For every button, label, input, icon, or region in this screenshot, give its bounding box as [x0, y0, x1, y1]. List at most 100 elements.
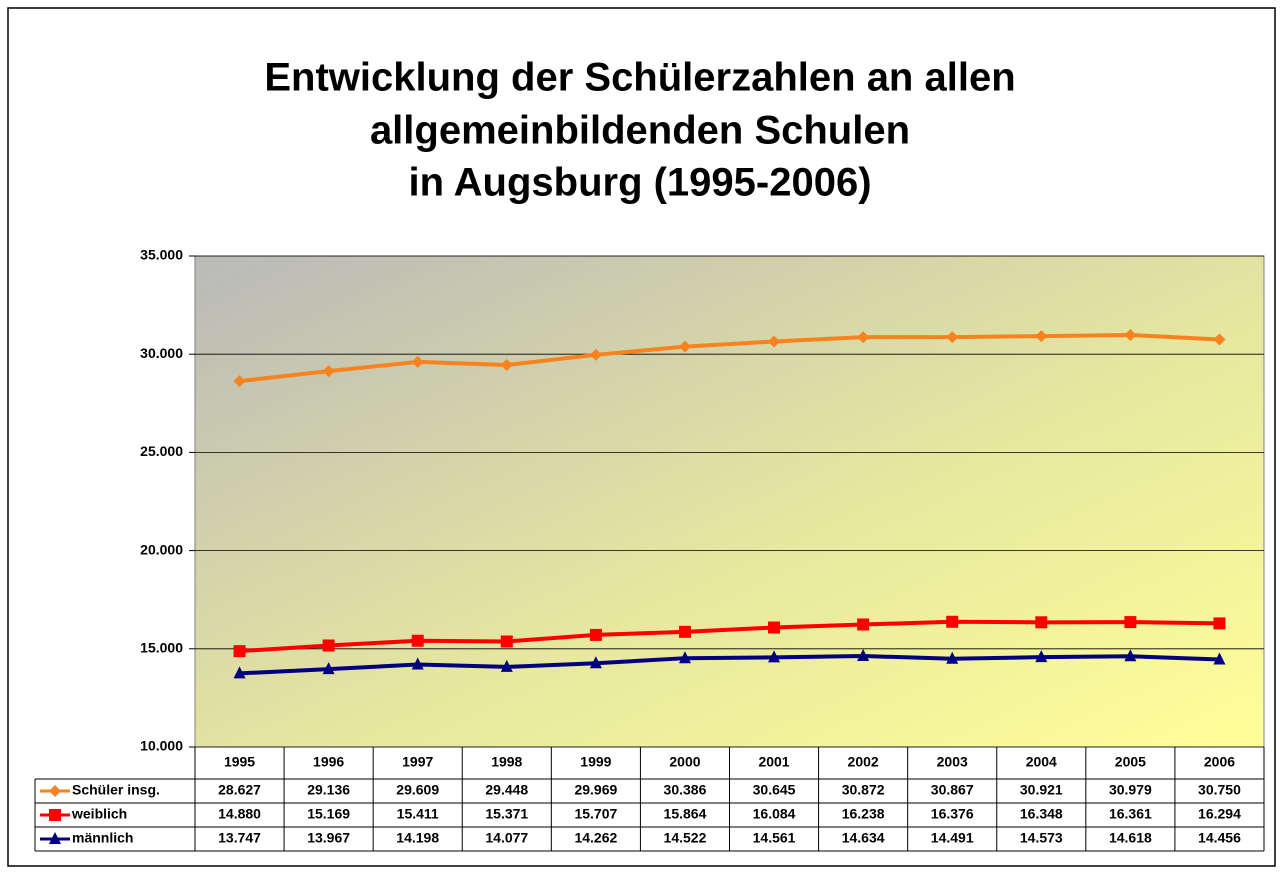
table-value: 30.867: [931, 782, 974, 798]
x-tick-label: 2000: [669, 754, 700, 770]
table-value: 16.361: [1109, 806, 1152, 822]
table-value: 14.618: [1109, 830, 1152, 846]
table-value: 14.456: [1198, 830, 1241, 846]
table-value: 28.627: [218, 782, 261, 798]
table-value: 13.747: [218, 830, 261, 846]
chart-title: Entwicklung der Schülerzahlen an allen: [264, 56, 1015, 100]
table-value: 15.371: [485, 806, 528, 822]
table-value: 15.707: [574, 806, 617, 822]
table-value: 15.411: [397, 806, 439, 822]
series-line: [239, 332, 1220, 384]
point: [768, 335, 781, 348]
point: [857, 618, 870, 631]
point: [322, 639, 335, 652]
y-tick-label: 30.000: [140, 345, 183, 361]
x-tick-label: 2002: [848, 754, 879, 770]
table-value: 30.645: [753, 782, 796, 798]
table-value: 30.979: [1109, 782, 1152, 798]
y-tick-label: 35.000: [140, 247, 183, 263]
point: [1213, 617, 1226, 630]
table-value: 29.609: [396, 782, 439, 798]
series-line: [239, 653, 1220, 676]
y-tick-label: 20.000: [140, 541, 183, 557]
y-tick-label: 25.000: [140, 443, 183, 459]
chart-title: allgemeinbildenden Schulen: [370, 109, 910, 153]
legend-marker: [49, 785, 61, 797]
series-line: [239, 619, 1220, 654]
table-value: 14.561: [753, 830, 796, 846]
table-value: 16.238: [842, 806, 885, 822]
plot-area: [194, 255, 1265, 748]
point: [857, 648, 870, 661]
point: [1035, 650, 1048, 663]
point: [1124, 616, 1137, 629]
point: [1035, 616, 1048, 629]
point: [589, 628, 602, 641]
point: [1035, 330, 1048, 343]
x-tick-label: 1997: [402, 754, 433, 770]
chart-title: in Augsburg (1995-2006): [408, 161, 871, 205]
table-value: 30.750: [1198, 782, 1241, 798]
point: [946, 615, 959, 628]
point: [322, 662, 335, 675]
x-tick-label: 1995: [224, 754, 255, 770]
table-value: 15.169: [307, 806, 350, 822]
point: [678, 340, 691, 353]
table-value: 16.294: [1198, 806, 1241, 822]
table-value: 15.864: [664, 806, 707, 822]
x-tick-label: 1999: [580, 754, 611, 770]
point: [768, 650, 781, 663]
x-tick-label: 1998: [491, 754, 522, 770]
point: [946, 331, 959, 344]
point: [589, 348, 602, 361]
table-value: 14.491: [931, 830, 974, 846]
point: [1213, 652, 1226, 665]
table-value: 14.522: [664, 830, 707, 846]
point: [411, 657, 424, 670]
point: [678, 625, 691, 638]
x-tick-label: 1996: [313, 754, 344, 770]
point: [500, 359, 513, 372]
point: [946, 651, 959, 664]
table-value: 30.921: [1020, 782, 1063, 798]
point: [1124, 649, 1137, 662]
table-value: 13.967: [307, 830, 350, 846]
point: [1124, 328, 1137, 341]
point: [678, 651, 691, 664]
x-tick-label: 2003: [937, 754, 968, 770]
table-value: 29.136: [307, 782, 350, 798]
point: [500, 659, 513, 672]
point: [411, 355, 424, 368]
y-tick-label: 15.000: [140, 640, 183, 656]
x-tick-label: 2005: [1115, 754, 1146, 770]
table-value: 14.634: [842, 830, 885, 846]
legend-label: Schüler insg.: [72, 782, 160, 798]
point: [1213, 333, 1226, 346]
legend-label: weiblich: [71, 806, 127, 822]
x-tick-label: 2004: [1026, 754, 1057, 770]
point: [233, 666, 246, 679]
table-value: 16.348: [1020, 806, 1063, 822]
point: [322, 365, 335, 378]
point: [411, 634, 424, 647]
table-value: 14.077: [485, 830, 528, 846]
point: [233, 645, 246, 658]
legend-label: männlich: [72, 830, 133, 846]
table-value: 14.880: [218, 806, 261, 822]
table-value: 29.448: [485, 782, 528, 798]
legend-marker: [49, 832, 61, 844]
point: [857, 331, 870, 344]
y-tick-label: 10.000: [140, 738, 183, 754]
table-value: 14.262: [574, 830, 617, 846]
table-value: 14.198: [396, 830, 439, 846]
point: [589, 656, 602, 669]
table-value: 29.969: [574, 782, 617, 798]
x-tick-label: 2006: [1204, 754, 1235, 770]
table-value: 16.376: [931, 806, 974, 822]
point: [233, 375, 246, 388]
table-value: 30.386: [664, 782, 707, 798]
point: [768, 621, 781, 634]
x-tick-label: 2001: [758, 754, 789, 770]
table-value: 16.084: [753, 806, 796, 822]
